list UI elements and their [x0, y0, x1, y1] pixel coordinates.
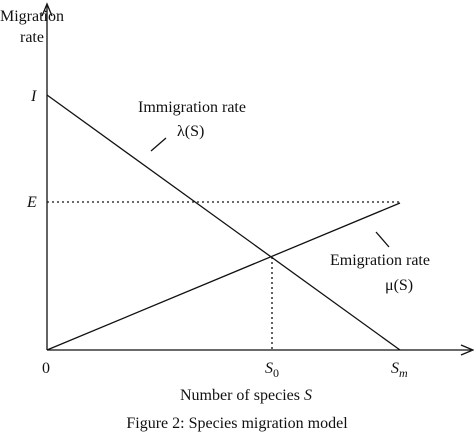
y-axis-label: rate [20, 29, 44, 46]
emigration-pointer [375, 231, 390, 248]
y-axis-arrow [41, 2, 53, 17]
curve-symbol: μ(S) [385, 277, 413, 294]
x-mark-base: S [391, 360, 399, 377]
curve-symbol: λ(S) [177, 123, 204, 140]
x-axis-label: Number of species S [180, 387, 312, 404]
x-axis-label-text: Number of species [180, 387, 300, 404]
y-axis-label: Migration [0, 8, 64, 25]
x-axis-arrow [460, 344, 474, 356]
curve-name: Immigration rate [138, 99, 246, 116]
x-mark: Sm [391, 360, 408, 380]
x-mark-base: S [265, 360, 273, 377]
x-mark: S0 [265, 360, 279, 380]
x-axis-label-variable: S [304, 387, 312, 404]
emigration-line [46, 202, 401, 351]
x-mark-sub: 0 [273, 366, 279, 380]
curve-name: Emigration rate [330, 252, 430, 269]
caption: Figure 2: Species migration model [126, 415, 348, 432]
immigration-line [46, 94, 401, 351]
x-mark-sub: m [399, 366, 408, 380]
origin-label: 0 [42, 360, 50, 377]
immigration-pointer [150, 137, 167, 152]
y-mark: I [30, 88, 37, 105]
y-mark: E [26, 194, 37, 211]
